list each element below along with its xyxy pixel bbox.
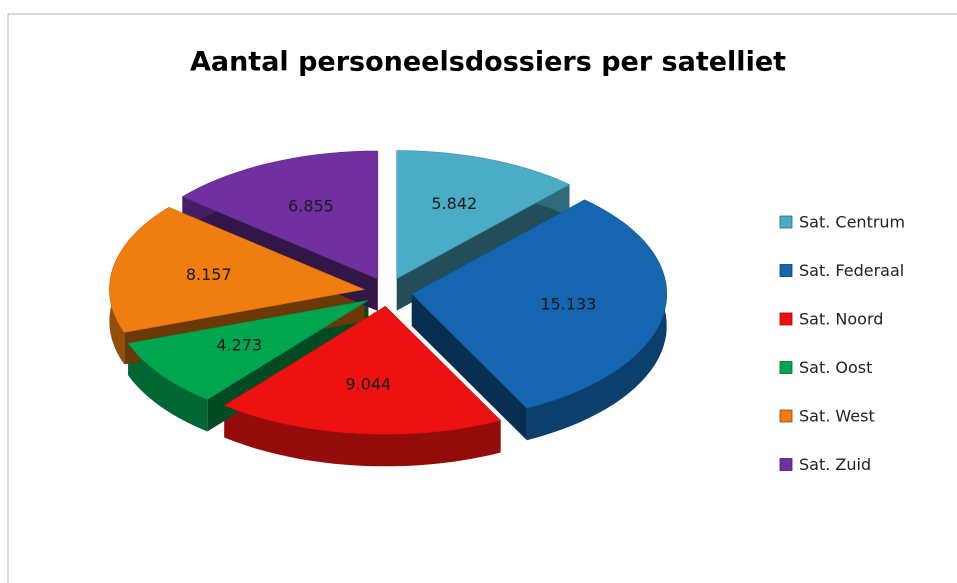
pie-slice bbox=[411, 199, 668, 409]
slice-tops: 5.842 15.133 9.044 4.273 8.157 6.855 bbox=[109, 150, 668, 435]
pie-slice bbox=[109, 206, 366, 333]
legend-swatch bbox=[779, 361, 793, 374]
legend-label: Sat. Centrum bbox=[799, 213, 905, 232]
value-label: 6.855 bbox=[288, 197, 334, 216]
pie-slice bbox=[127, 300, 369, 400]
legend-label: Sat. West bbox=[799, 407, 875, 426]
slice-side bbox=[128, 343, 208, 432]
pie-slice bbox=[396, 150, 571, 280]
value-label: 5.842 bbox=[431, 194, 477, 213]
legend-swatch bbox=[779, 215, 793, 229]
slice-wall bbox=[411, 294, 527, 441]
legend-swatch bbox=[779, 409, 793, 423]
legend-label: Sat. Noord bbox=[799, 310, 883, 329]
chart-title: Aantal personeelsdossiers per satelliet bbox=[190, 47, 786, 78]
legend-label: Sat. Oost bbox=[799, 358, 872, 377]
pie-slice bbox=[223, 305, 502, 435]
legend-label: Sat. Federaal bbox=[799, 261, 904, 280]
slice-side bbox=[224, 405, 501, 467]
legend-swatch bbox=[779, 312, 793, 326]
legend-swatch bbox=[779, 458, 793, 471]
pie-slice bbox=[181, 150, 379, 280]
value-label: 15.133 bbox=[540, 294, 596, 313]
legend-label: Sat. Zuid bbox=[799, 455, 871, 474]
value-label: 8.157 bbox=[186, 265, 232, 284]
legend-swatch bbox=[779, 264, 793, 277]
value-label: 9.044 bbox=[346, 375, 392, 394]
value-label: 4.273 bbox=[216, 336, 262, 355]
